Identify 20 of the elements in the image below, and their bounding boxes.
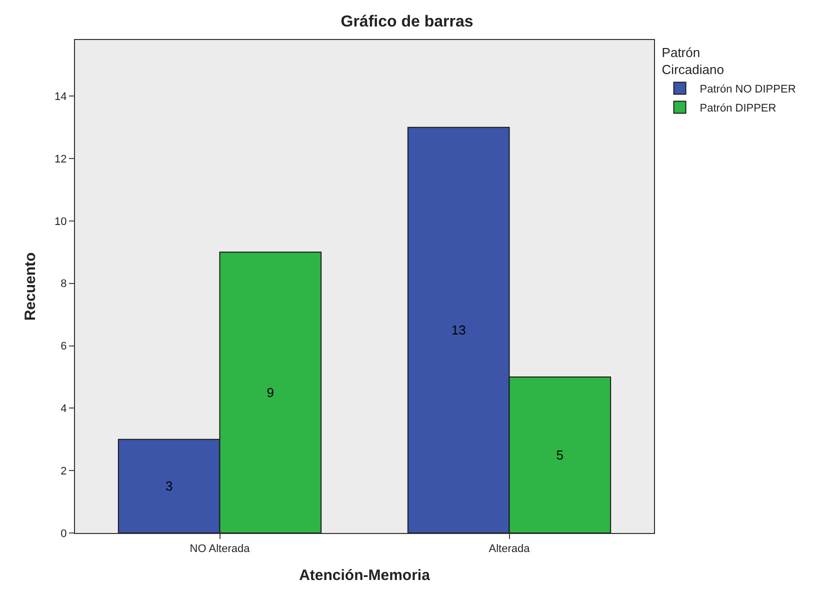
legend-label: Patrón NO DIPPER: [700, 84, 796, 96]
y-tick-label: 2: [60, 465, 67, 478]
x-tick-label: Alterada: [488, 543, 531, 556]
y-tick-label: 10: [54, 216, 67, 228]
x-tick-label: NO Alterada: [190, 543, 251, 556]
legend-label: Patrón DIPPER: [700, 102, 776, 115]
data-label: 13: [451, 322, 466, 338]
data-label: 9: [266, 385, 274, 400]
x-axis-title: Atención-Memoria: [299, 567, 431, 584]
y-tick-label: 14: [54, 91, 67, 104]
y-tick-label: 12: [54, 153, 67, 166]
y-tick-label: 4: [60, 403, 67, 416]
y-axis-title: Recuento: [22, 252, 39, 321]
y-tick-label: 0: [60, 528, 67, 540]
legend-title: Patrón Circadiano: [662, 44, 724, 77]
data-label: 5: [556, 447, 564, 462]
y-tick-label: 8: [60, 278, 67, 290]
y-tick-label: 6: [60, 340, 67, 353]
chart-title: Gráfico de barras: [340, 13, 474, 30]
data-label: 3: [165, 478, 173, 494]
